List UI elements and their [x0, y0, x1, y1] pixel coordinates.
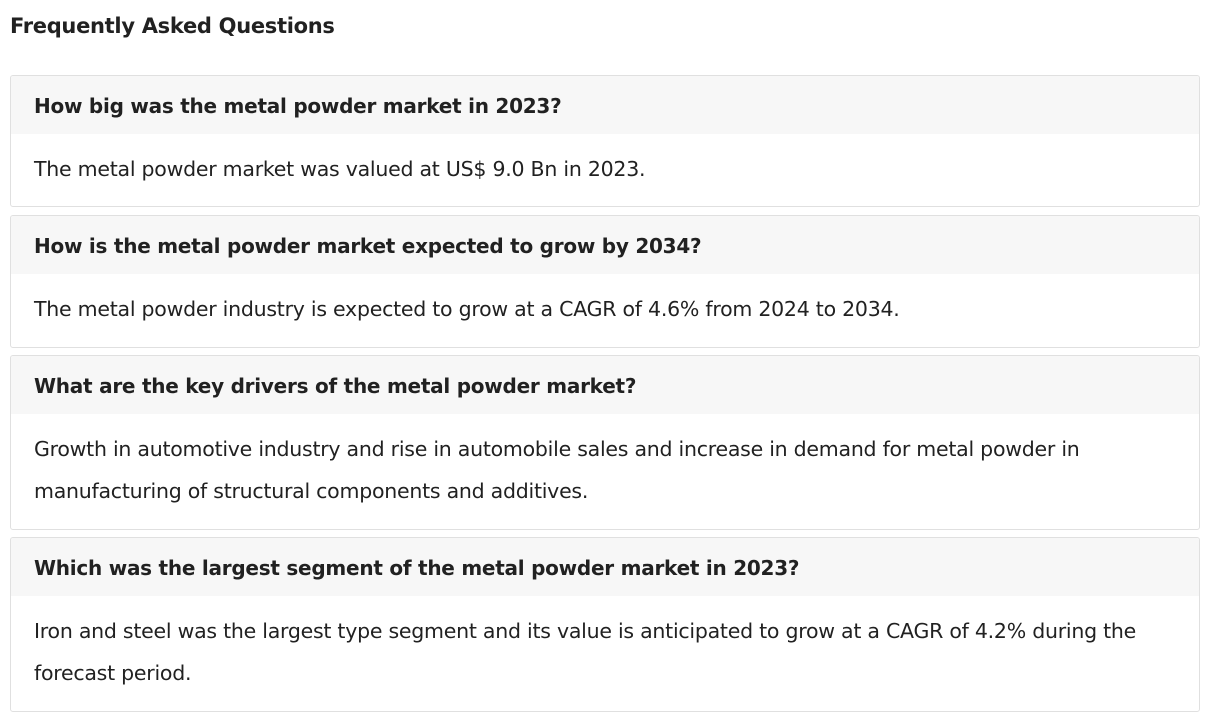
faq-item: How is the metal powder market expected … — [10, 215, 1200, 348]
faq-item: What are the key drivers of the metal po… — [10, 355, 1200, 530]
faq-item: Which was the largest segment of the met… — [10, 537, 1200, 712]
faq-question[interactable]: How big was the metal powder market in 2… — [11, 76, 1199, 134]
faq-item: How big was the metal powder market in 2… — [10, 75, 1200, 207]
faq-question[interactable]: How is the metal powder market expected … — [11, 216, 1199, 274]
faq-question[interactable]: Which was the largest segment of the met… — [11, 538, 1199, 596]
faq-answer: Growth in automotive industry and rise i… — [34, 437, 1080, 503]
faq-answer: Iron and steel was the largest type segm… — [34, 619, 1137, 685]
page-title: Frequently Asked Questions — [10, 14, 335, 38]
faq-answer: The metal powder industry is expected to… — [34, 297, 900, 321]
faq-question[interactable]: What are the key drivers of the metal po… — [11, 356, 1199, 414]
faq-answer: The metal powder market was valued at US… — [34, 157, 646, 181]
